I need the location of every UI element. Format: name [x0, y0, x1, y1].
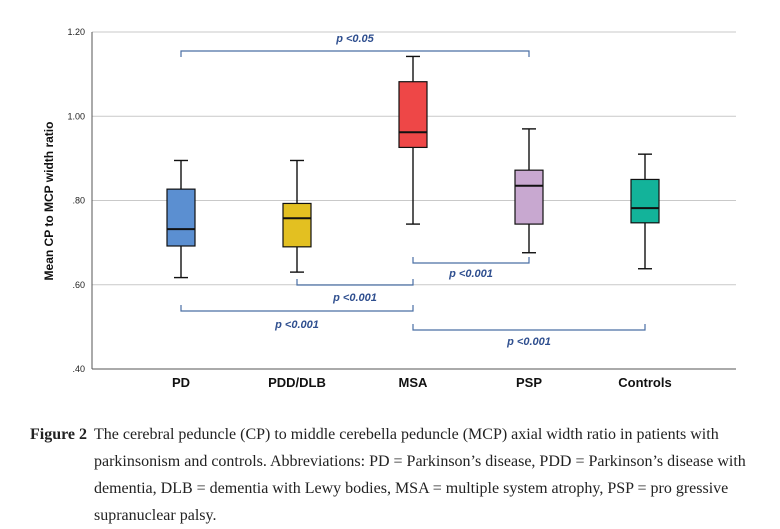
y-tick-label: 1.20: [67, 27, 85, 37]
bracket-4: [180, 305, 414, 312]
y-tick-label: .80: [72, 196, 85, 206]
p-value-label-1: p <0.05: [335, 33, 374, 45]
boxes: [166, 55, 660, 279]
y-axis-label: Mean CP to MCP width ratio: [42, 122, 56, 281]
iqr-box: [630, 178, 660, 224]
caption-label: Figure 2: [30, 426, 88, 443]
iqr-box: [282, 202, 312, 248]
iqr-box: [514, 169, 544, 225]
p-value-label-5: p <0.001: [506, 336, 551, 348]
boxplot-chart: .40 .60 .80 1.00 1.20 p <0.05 p <0.001 p <0.00…: [42, 27, 736, 390]
grid-lines: [91, 31, 736, 370]
box-pd: [166, 159, 196, 279]
significance-brackets: p <0.05 p <0.001 p <0.001 p <0.001 p <0.001: [180, 33, 646, 348]
bracket-3: [296, 279, 414, 286]
x-category-label: PSP: [516, 375, 542, 390]
y-tick-label: .60: [72, 280, 85, 290]
y-axis-ticks: .40 .60 .80 1.00 1.20: [67, 27, 85, 374]
p-value-label-4: p <0.001: [274, 319, 319, 331]
box-controls: [630, 153, 660, 270]
box-psp: [514, 128, 544, 254]
x-category-label: PDD/DLB: [268, 375, 326, 390]
x-category-label: PD: [172, 375, 190, 390]
figure-caption: Figure 2 The cerebral peduncle (CP) to m…: [30, 421, 760, 529]
caption-text: The cerebral peduncle (CP) to middle cer…: [94, 426, 746, 524]
x-axis-categories: PD PDD/DLB MSA PSP Controls: [172, 375, 672, 390]
x-category-label: MSA: [399, 375, 429, 390]
y-tick-label: 1.00: [67, 111, 85, 121]
x-category-label: Controls: [618, 375, 671, 390]
p-value-label-2: p <0.001: [448, 268, 493, 280]
bracket-1: [180, 50, 530, 57]
bracket-5: [412, 324, 646, 331]
iqr-box: [398, 81, 428, 149]
iqr-box: [166, 188, 196, 247]
box-pdd-dlb: [282, 159, 312, 273]
y-tick-label: .40: [72, 364, 85, 374]
p-value-label-3: p <0.001: [332, 292, 377, 304]
bracket-2: [412, 257, 530, 264]
box-msa: [398, 55, 428, 225]
